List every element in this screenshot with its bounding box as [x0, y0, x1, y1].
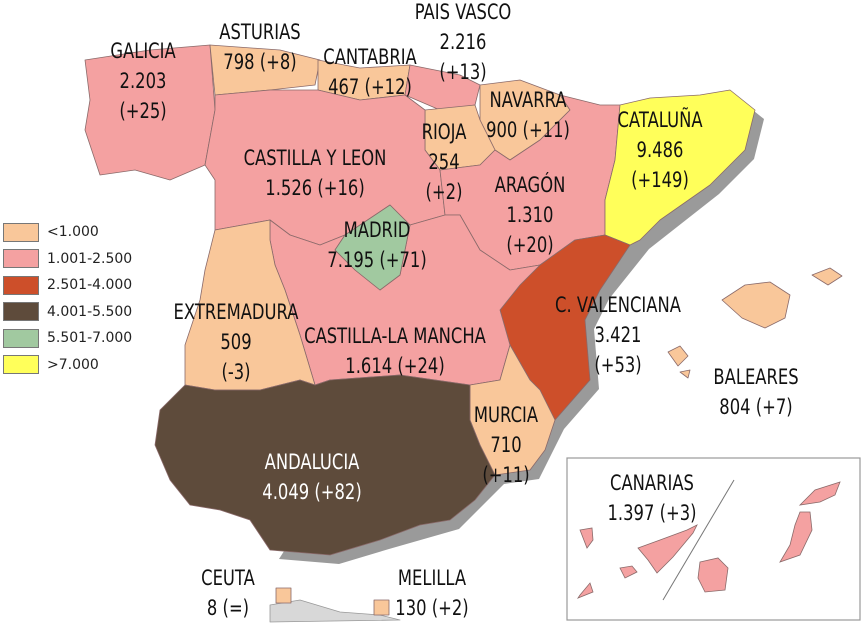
- region-name: BALEARES: [713, 365, 799, 389]
- legend-swatch: [3, 249, 39, 269]
- label-madrid: MADRID 7.195 (+71): [327, 215, 426, 275]
- region-name: NAVARRA: [489, 88, 567, 112]
- region-name: CANARIAS: [610, 471, 694, 495]
- region-name: C. VALENCIANA: [555, 293, 681, 317]
- region-value: 9.486: [636, 138, 684, 162]
- region-cataluna[interactable]: [604, 89, 756, 246]
- region-change: (-3): [221, 360, 251, 384]
- region-value: 1.397 (+3): [607, 501, 697, 525]
- legend-item: 2.501-4.000: [3, 272, 132, 299]
- region-ceuta-melilla[interactable]: [269, 587, 401, 623]
- label-extremadura: EXTREMADURA 509 (-3): [174, 297, 299, 387]
- region-name: GALICIA: [110, 39, 176, 63]
- region-name: RIOJA: [421, 120, 467, 144]
- region-change: (+11): [482, 463, 530, 487]
- region-change: (+13): [439, 60, 487, 84]
- label-ceuta: CEUTA 8 (=): [201, 563, 255, 623]
- region-value: 7.195 (+71): [327, 248, 427, 272]
- region-name: CEUTA: [201, 566, 255, 590]
- label-melilla: MELILLA 130 (+2): [395, 563, 468, 623]
- label-murcia: MURCIA 710 (+11): [474, 400, 538, 490]
- legend-item: 5.501-7.000: [3, 325, 132, 352]
- region-name: PAIS VASCO: [414, 0, 512, 24]
- region-value: 1.310: [506, 203, 554, 227]
- label-baleares: BALEARES 804 (+7): [713, 362, 798, 422]
- region-name: ASTURIAS: [219, 20, 301, 44]
- legend-label: 5.501-7.000: [47, 330, 133, 347]
- label-canarias: CANARIAS 1.397 (+3): [607, 468, 696, 528]
- region-name: ANDALUCIA: [264, 450, 360, 474]
- region-change: (+2): [425, 180, 463, 204]
- region-change: (+25): [119, 99, 167, 123]
- label-galicia: GALICIA 2.203 (+25): [110, 36, 175, 126]
- label-castilla-la-mancha: CASTILLA-LA MANCHA 1.614 (+24): [304, 321, 486, 381]
- region-value: 1.614 (+24): [345, 354, 445, 378]
- region-value: 1.526 (+16): [265, 176, 365, 200]
- label-pais-vasco: PAIS VASCO 2.216 (+13): [415, 0, 512, 87]
- legend-swatch: [3, 355, 39, 375]
- region-canarias[interactable]: [576, 481, 841, 599]
- region-change: (+53): [594, 353, 642, 377]
- region-value: 2.216: [439, 30, 487, 54]
- label-andalucia: ANDALUCIA 4.049 (+82): [262, 447, 361, 507]
- region-name: MELILLA: [397, 566, 467, 590]
- region-value: 130 (+2): [395, 596, 469, 620]
- region-change: (+20): [506, 233, 554, 257]
- legend: <1.000 1.001-2.500 2.501-4.000 4.001-5.5…: [3, 219, 132, 378]
- region-name: MADRID: [343, 218, 411, 242]
- region-name: CASTILLA-LA MANCHA: [304, 324, 486, 348]
- region-value: 2.203: [119, 69, 167, 93]
- region-baleares[interactable]: [667, 267, 843, 379]
- legend-label: 1.001-2.500: [47, 250, 133, 267]
- legend-swatch: [3, 328, 39, 348]
- region-galicia[interactable]: [84, 44, 216, 181]
- region-value: 798 (+8): [223, 50, 297, 74]
- region-value: 4.049 (+82): [262, 480, 362, 504]
- region-name: EXTREMADURA: [173, 300, 299, 324]
- region-value: 710: [490, 433, 522, 457]
- legend-item: 1.001-2.500: [3, 246, 132, 273]
- region-name: ARAGÓN: [494, 173, 566, 197]
- label-cantabria: CANTABRIA 467 (+12): [323, 42, 416, 102]
- legend-label: 4.001-5.500: [47, 303, 133, 320]
- canarias-inset-frame: [566, 457, 861, 621]
- region-name: MURCIA: [473, 403, 539, 427]
- legend-swatch: [3, 222, 39, 242]
- legend-swatch: [3, 302, 39, 322]
- region-value: 509: [220, 330, 252, 354]
- label-cataluna: CATALUÑA 9.486 (+149): [617, 105, 702, 195]
- legend-item: 4.001-5.500: [3, 299, 132, 326]
- canarias-divider: [662, 479, 735, 601]
- label-c-valenciana: C. VALENCIANA 3.421 (+53): [555, 290, 681, 380]
- region-madrid[interactable]: [334, 204, 411, 291]
- region-value: 467 (+12): [328, 75, 412, 99]
- region-change: (+149): [631, 168, 689, 192]
- region-name: CATALUÑA: [617, 108, 703, 132]
- region-name: CANTABRIA: [323, 45, 417, 69]
- label-aragon: ARAGÓN 1.310 (+20): [495, 170, 566, 260]
- legend-label: >7.000: [47, 356, 99, 373]
- label-asturias: ASTURIAS 798 (+8): [219, 17, 300, 77]
- legend-label: 2.501-4.000: [47, 277, 133, 294]
- label-castilla-leon: CASTILLA Y LEON 1.526 (+16): [244, 143, 387, 203]
- region-andalucia[interactable]: [154, 374, 496, 556]
- region-value: 254: [428, 150, 460, 174]
- legend-swatch: [3, 275, 39, 295]
- label-rioja: RIOJA 254 (+2): [422, 117, 467, 207]
- label-navarra: NAVARRA 900 (+11): [486, 85, 570, 145]
- region-value: 8 (=): [206, 596, 250, 620]
- region-value: 900 (+11): [486, 118, 570, 142]
- legend-label: <1.000: [47, 224, 99, 241]
- region-value: 804 (+7): [719, 395, 793, 419]
- legend-item: >7.000: [3, 352, 132, 379]
- region-name: CASTILLA Y LEON: [243, 146, 387, 170]
- legend-item: <1.000: [3, 219, 132, 246]
- region-value: 3.421: [594, 323, 642, 347]
